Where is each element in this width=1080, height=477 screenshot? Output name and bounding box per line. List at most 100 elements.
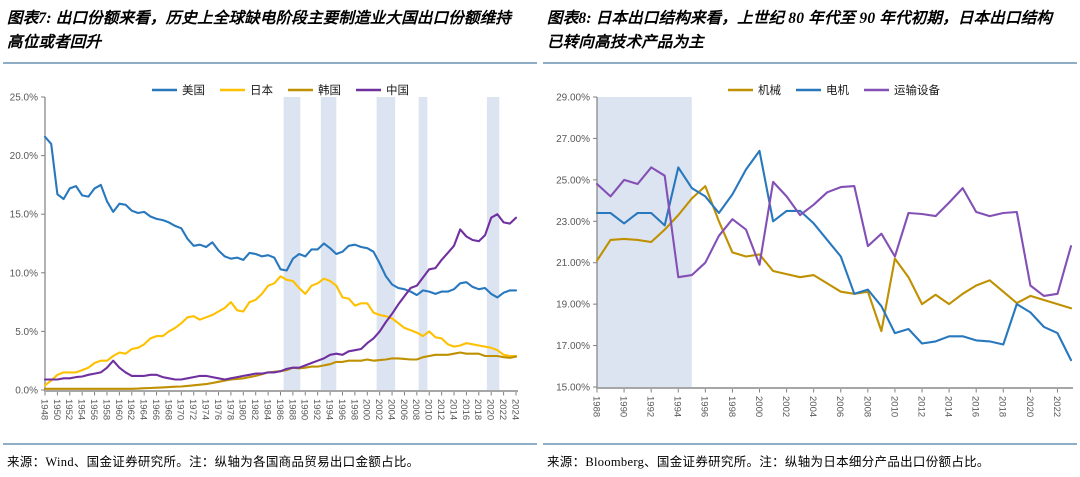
- legend-label-korea: 韩国: [318, 83, 341, 97]
- legend-item-electric-machinery: 电机: [796, 83, 849, 97]
- figure8-line-chart: 15.00% 17.00% 19.00% 21.00% 23.00% 25.00% 27.0…: [556, 83, 1073, 417]
- y-tick-label: 21.00%: [556, 258, 590, 269]
- y-tick-label: 15.0%: [10, 210, 38, 221]
- x-tick-label: 2010: [423, 399, 434, 420]
- x-tick-label: 1966: [150, 399, 161, 420]
- legend-item-china: 中国: [356, 84, 409, 97]
- series-line-china: [43, 213, 518, 381]
- x-tick-label: 1976: [212, 399, 223, 420]
- x-tick-label: 2022: [1051, 396, 1062, 417]
- y-tick-label: 27.00%: [556, 134, 590, 145]
- shaded-period-band: [376, 97, 396, 390]
- x-tick-label: 1984: [262, 399, 273, 420]
- x-tick-label: 2018: [472, 399, 483, 420]
- y-tick-label: 25.0%: [10, 93, 38, 104]
- x-tick-label: 2016: [460, 399, 471, 420]
- x-tick-label: 1990: [299, 399, 310, 420]
- legend-label-electric-machinery: 电机: [826, 83, 849, 97]
- y-tick-label: 5.0%: [15, 327, 38, 338]
- figure8-source-note: 来源：Bloomberg、国金证券研究所。注：纵轴为日本细分产品出口份额占比。: [547, 455, 990, 469]
- x-tick-label: 1986: [274, 399, 285, 420]
- x-tick-label: 1988: [286, 399, 297, 420]
- x-tick-label: 2020: [485, 399, 496, 420]
- x-tick-label: 2002: [780, 396, 791, 417]
- legend-label-china: 中国: [386, 84, 409, 97]
- x-tick-label: 2016: [970, 396, 981, 417]
- legend-item-korea: 韩国: [288, 83, 341, 97]
- x-tick-label: 1958: [100, 399, 111, 420]
- x-tick-label: 2014: [447, 399, 458, 420]
- x-tick-label: 1954: [76, 399, 87, 420]
- x-tick-label: 2020: [1024, 396, 1035, 417]
- x-tick-label: 1998: [348, 399, 359, 420]
- x-tick-label: 1996: [336, 399, 347, 420]
- x-tick-label: 1996: [699, 396, 710, 417]
- x-tick-label: 2008: [410, 399, 421, 420]
- series-line-electric-machinery: [595, 149, 1073, 362]
- figure7-line-chart: 0.0% 5.0% 10.0% 15.0% 20.0% 25.0% 1948 1950 1952…: [10, 83, 521, 420]
- y-tick-label: 20.0%: [10, 151, 38, 162]
- x-tick-label: 2014: [943, 396, 954, 417]
- figure8-title-divider: [543, 62, 1077, 64]
- legend-item-transport-equipment: 运输设备: [864, 83, 940, 97]
- figure7-source-divider: 来源：Wind、国金证券研究所。注：纵轴为各国商品贸易出口金额占比。: [3, 443, 537, 470]
- x-tick-label: 2022: [497, 399, 508, 420]
- x-tick-label: 1978: [224, 399, 235, 420]
- y-tick-label: 23.00%: [556, 217, 590, 228]
- x-tick-label: 2002: [373, 399, 384, 420]
- x-tick-label: 2012: [435, 399, 446, 420]
- x-tick-label: 2006: [834, 396, 845, 417]
- x-tick-label: 1988: [590, 396, 601, 417]
- figure7-title-divider: [3, 62, 537, 64]
- shaded-period-band: [283, 97, 301, 390]
- x-tick-label: 1964: [138, 399, 149, 420]
- legend-label-japan: 日本: [250, 83, 273, 97]
- series-line-transport-equipment: [595, 166, 1073, 297]
- y-tick-label: 0.0%: [15, 386, 38, 397]
- legend-item-machinery: 机械: [728, 83, 781, 97]
- x-tick-label: 1974: [200, 399, 211, 420]
- x-tick-label: 2004: [385, 399, 396, 420]
- x-tick-label: 1992: [311, 399, 322, 420]
- x-tick-label: 2000: [753, 396, 764, 417]
- legend-item-us: 美国: [152, 83, 205, 97]
- shaded-period-band: [418, 97, 428, 390]
- x-tick-label: 1956: [88, 399, 99, 420]
- shaded-period-band: [486, 97, 500, 390]
- x-tick-label: 2024: [509, 399, 520, 420]
- x-tick-label: 1960: [113, 399, 124, 420]
- y-tick-label: 29.00%: [556, 93, 590, 104]
- x-tick-label: 2000: [361, 399, 372, 420]
- x-tick-label: 2004: [807, 396, 818, 417]
- x-tick-label: 1950: [51, 399, 62, 420]
- x-tick-label: 1968: [162, 399, 173, 420]
- y-tick-label: 17.00%: [556, 341, 590, 352]
- legend-label-us: 美国: [182, 83, 205, 97]
- x-tick-label: 2010: [888, 396, 899, 417]
- figure8-panel: 图表8: 日本出口结构来看，上世纪 80 年代至 90 年代初期，日本出口结构已…: [540, 0, 1080, 477]
- figure8-title: 图表8: 日本出口结构来看，上世纪 80 年代至 90 年代初期，日本出口结构已…: [547, 10, 1053, 52]
- y-tick-label: 25.00%: [556, 175, 590, 186]
- x-tick-label: 1990: [617, 396, 628, 417]
- x-tick-label: 1952: [63, 399, 74, 420]
- x-tick-label: 1962: [125, 399, 136, 420]
- x-tick-label: 1980: [237, 399, 248, 420]
- series-line-japan: [43, 275, 518, 387]
- x-tick-label: 1998: [726, 396, 737, 417]
- figure7-source-note: 来源：Wind、国金证券研究所。注：纵轴为各国商品贸易出口金额占比。: [7, 455, 420, 469]
- x-tick-label: 1982: [249, 399, 260, 420]
- x-tick-label: 2008: [861, 396, 872, 417]
- x-tick-label: 1972: [187, 399, 198, 420]
- y-tick-label: 19.00%: [556, 300, 590, 311]
- x-tick-label: 1970: [175, 399, 186, 420]
- shaded-period-band: [320, 97, 337, 390]
- x-tick-label: 1948: [38, 399, 49, 420]
- y-tick-label: 15.00%: [556, 383, 590, 394]
- x-tick-label: 2006: [398, 399, 409, 420]
- y-tick-label: 10.0%: [10, 268, 38, 279]
- figure8-source-divider: 来源：Bloomberg、国金证券研究所。注：纵轴为日本细分产品出口份额占比。: [543, 443, 1077, 470]
- legend-item-japan: 日本: [220, 83, 273, 97]
- series-line-us: [43, 135, 518, 299]
- x-tick-label: 1994: [323, 399, 334, 420]
